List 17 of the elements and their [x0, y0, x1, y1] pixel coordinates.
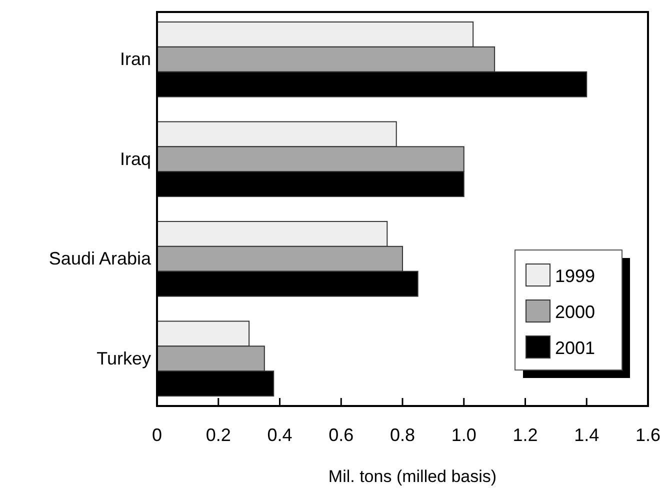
- x-axis-title: Mil. tons (milled basis): [328, 467, 497, 486]
- y-tick-label: Iraq: [120, 148, 151, 169]
- x-tick-label: 1.6: [635, 424, 661, 445]
- x-tick-label: 1.2: [512, 424, 538, 445]
- x-tick-label: 0.8: [390, 424, 416, 445]
- y-tick-label: Saudi Arabia: [48, 248, 152, 269]
- y-tick-label: Iran: [120, 49, 151, 70]
- x-tick-label: 0.6: [328, 424, 354, 445]
- x-tick-label: 1.4: [574, 424, 600, 445]
- y-tick-label: Turkey: [96, 348, 151, 368]
- x-tick-label: 0: [152, 424, 162, 445]
- legend-label: 1999: [555, 266, 596, 286]
- x-tick-label: 1.0: [451, 424, 476, 445]
- legend-label: 2000: [555, 302, 596, 322]
- legend-label: 2001: [555, 338, 596, 358]
- x-tick-label: 0.2: [206, 424, 231, 445]
- x-tick-label: 0.4: [267, 424, 292, 445]
